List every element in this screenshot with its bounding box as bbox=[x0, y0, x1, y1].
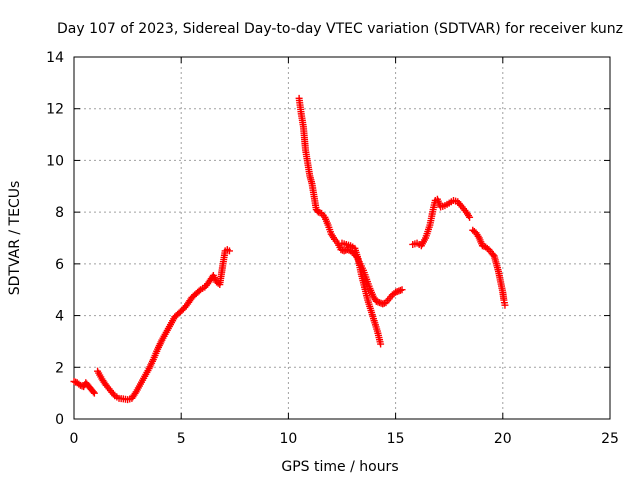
data-point bbox=[89, 388, 97, 396]
y-tick-labels: 0 2 4 6 8 10 12 14 bbox=[46, 50, 64, 428]
grid bbox=[74, 57, 610, 419]
y-tick-label: 4 bbox=[55, 309, 64, 325]
x-tick-label: 25 bbox=[601, 431, 619, 447]
x-tick-label: 20 bbox=[494, 431, 512, 447]
series-seg6 bbox=[469, 226, 509, 309]
chart-title: Day 107 of 2023, Sidereal Day-to-day VTE… bbox=[57, 21, 623, 37]
data-points bbox=[70, 94, 509, 404]
x-tick-label: 0 bbox=[70, 431, 79, 447]
plot-area-frame bbox=[73, 56, 611, 420]
y-axis-label: SDTVAR / TECUs bbox=[7, 181, 23, 296]
data-point bbox=[483, 244, 491, 252]
x-tick-label: 5 bbox=[177, 431, 186, 447]
y-tick-label: 14 bbox=[46, 50, 64, 66]
series-seg3 bbox=[295, 94, 406, 308]
x-tick-label: 10 bbox=[279, 431, 297, 447]
series-seg5 bbox=[409, 195, 474, 250]
axis-ticks bbox=[73, 56, 611, 420]
data-point bbox=[466, 213, 474, 221]
y-tick-label: 8 bbox=[55, 205, 64, 221]
data-point bbox=[398, 286, 406, 294]
data-point bbox=[489, 251, 497, 259]
x-axis-label: GPS time / hours bbox=[281, 459, 398, 475]
y-tick-label: 12 bbox=[46, 102, 64, 118]
data-point bbox=[90, 389, 98, 397]
x-tick-labels: 0 5 10 15 20 25 bbox=[70, 431, 619, 447]
series-seg1 bbox=[70, 378, 98, 397]
y-tick-label: 10 bbox=[46, 153, 64, 169]
series-seg2 bbox=[94, 246, 233, 404]
y-tick-label: 6 bbox=[55, 257, 64, 273]
series-seg4 bbox=[338, 239, 385, 348]
data-point bbox=[225, 247, 233, 255]
data-point bbox=[131, 389, 139, 397]
data-point bbox=[501, 301, 509, 309]
y-tick-label: 0 bbox=[55, 412, 64, 428]
x-tick-label: 15 bbox=[387, 431, 405, 447]
y-tick-label: 2 bbox=[55, 360, 64, 376]
data-point bbox=[195, 287, 203, 295]
data-point bbox=[377, 340, 385, 348]
